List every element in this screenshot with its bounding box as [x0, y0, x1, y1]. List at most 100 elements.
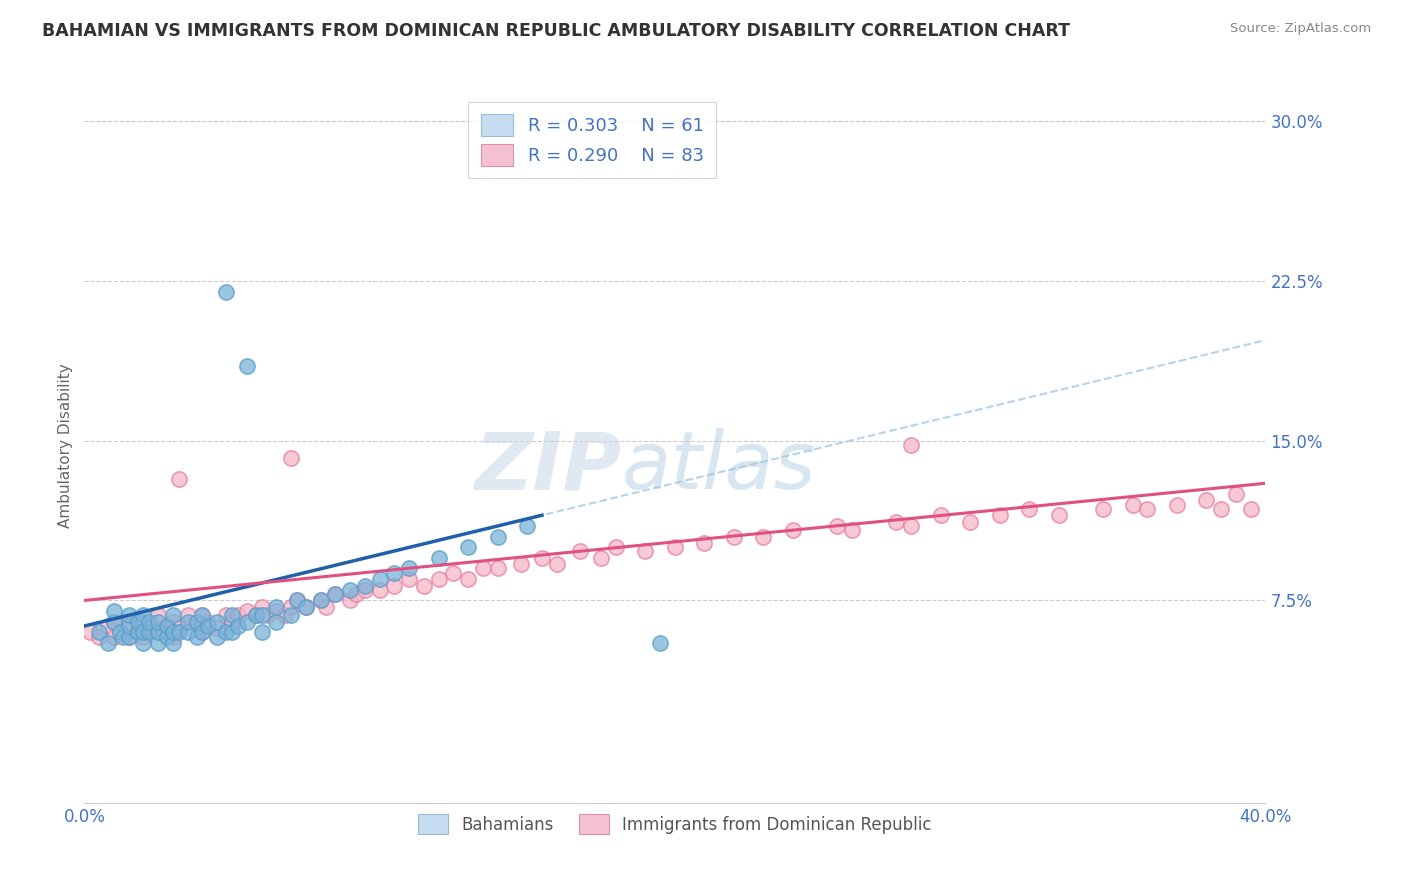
- Point: [221, 625, 243, 640]
- Point: [156, 619, 179, 633]
- Point: [309, 593, 332, 607]
- Point: [325, 587, 347, 601]
- Point: [108, 625, 131, 640]
- Point: [215, 608, 238, 623]
- Point: [427, 550, 450, 565]
- Point: [1018, 501, 1040, 516]
- Point: [215, 625, 238, 640]
- Point: [127, 625, 149, 640]
- Point: [398, 572, 420, 586]
- Point: [148, 608, 170, 623]
- Point: [339, 593, 361, 607]
- Point: [197, 615, 219, 629]
- Point: [988, 508, 1011, 523]
- Point: [382, 566, 406, 580]
- Point: [693, 536, 716, 550]
- Point: [315, 599, 337, 614]
- Point: [398, 561, 420, 575]
- Point: [236, 615, 259, 629]
- Point: [167, 625, 190, 640]
- Point: [118, 619, 141, 633]
- Point: [111, 630, 134, 644]
- Point: [132, 636, 155, 650]
- Point: [87, 630, 111, 644]
- Point: [148, 615, 170, 629]
- Point: [236, 359, 259, 373]
- Point: [752, 529, 775, 543]
- Point: [295, 599, 318, 614]
- Point: [132, 630, 155, 644]
- Point: [546, 558, 568, 572]
- Point: [472, 561, 495, 575]
- Point: [266, 599, 288, 614]
- Point: [605, 540, 627, 554]
- Point: [177, 615, 200, 629]
- Point: [900, 519, 922, 533]
- Point: [138, 621, 160, 635]
- Point: [368, 572, 391, 586]
- Point: [103, 615, 125, 629]
- Legend: Bahamians, Immigrants from Dominican Republic: Bahamians, Immigrants from Dominican Rep…: [412, 807, 938, 841]
- Point: [457, 540, 479, 554]
- Point: [221, 608, 243, 623]
- Text: BAHAMIAN VS IMMIGRANTS FROM DOMINICAN REPUBLIC AMBULATORY DISABILITY CORRELATION: BAHAMIAN VS IMMIGRANTS FROM DOMINICAN RE…: [42, 22, 1070, 40]
- Point: [266, 615, 288, 629]
- Point: [382, 578, 406, 592]
- Point: [339, 582, 361, 597]
- Point: [132, 625, 155, 640]
- Point: [1211, 501, 1233, 516]
- Point: [486, 561, 509, 575]
- Point: [162, 615, 184, 629]
- Point: [177, 608, 200, 623]
- Point: [127, 625, 149, 640]
- Point: [226, 608, 249, 623]
- Point: [162, 625, 184, 640]
- Point: [510, 558, 533, 572]
- Point: [309, 593, 332, 607]
- Point: [256, 608, 278, 623]
- Point: [191, 608, 214, 623]
- Point: [650, 636, 672, 650]
- Point: [207, 630, 229, 644]
- Point: [215, 285, 238, 299]
- Point: [486, 529, 509, 543]
- Point: [148, 625, 170, 640]
- Point: [118, 615, 141, 629]
- Point: [569, 544, 592, 558]
- Point: [1136, 501, 1159, 516]
- Point: [841, 523, 863, 537]
- Point: [427, 572, 450, 586]
- Point: [197, 619, 219, 633]
- Point: [443, 566, 465, 580]
- Point: [108, 625, 131, 640]
- Point: [177, 625, 200, 640]
- Point: [325, 587, 347, 601]
- Point: [1122, 498, 1144, 512]
- Point: [1047, 508, 1070, 523]
- Point: [1092, 501, 1115, 516]
- Point: [79, 625, 101, 640]
- Point: [148, 636, 170, 650]
- Point: [103, 615, 125, 629]
- Point: [285, 593, 308, 607]
- Point: [664, 540, 686, 554]
- Point: [132, 608, 155, 623]
- Point: [354, 582, 377, 597]
- Point: [413, 578, 436, 592]
- Point: [97, 619, 120, 633]
- Point: [274, 608, 297, 623]
- Point: [186, 615, 208, 629]
- Point: [245, 608, 267, 623]
- Point: [221, 615, 243, 629]
- Point: [236, 604, 259, 618]
- Point: [886, 515, 908, 529]
- Point: [207, 621, 229, 635]
- Point: [162, 608, 184, 623]
- Point: [516, 519, 538, 533]
- Point: [138, 625, 160, 640]
- Point: [118, 630, 141, 644]
- Point: [162, 630, 184, 644]
- Point: [226, 619, 249, 633]
- Point: [191, 625, 214, 640]
- Point: [250, 599, 273, 614]
